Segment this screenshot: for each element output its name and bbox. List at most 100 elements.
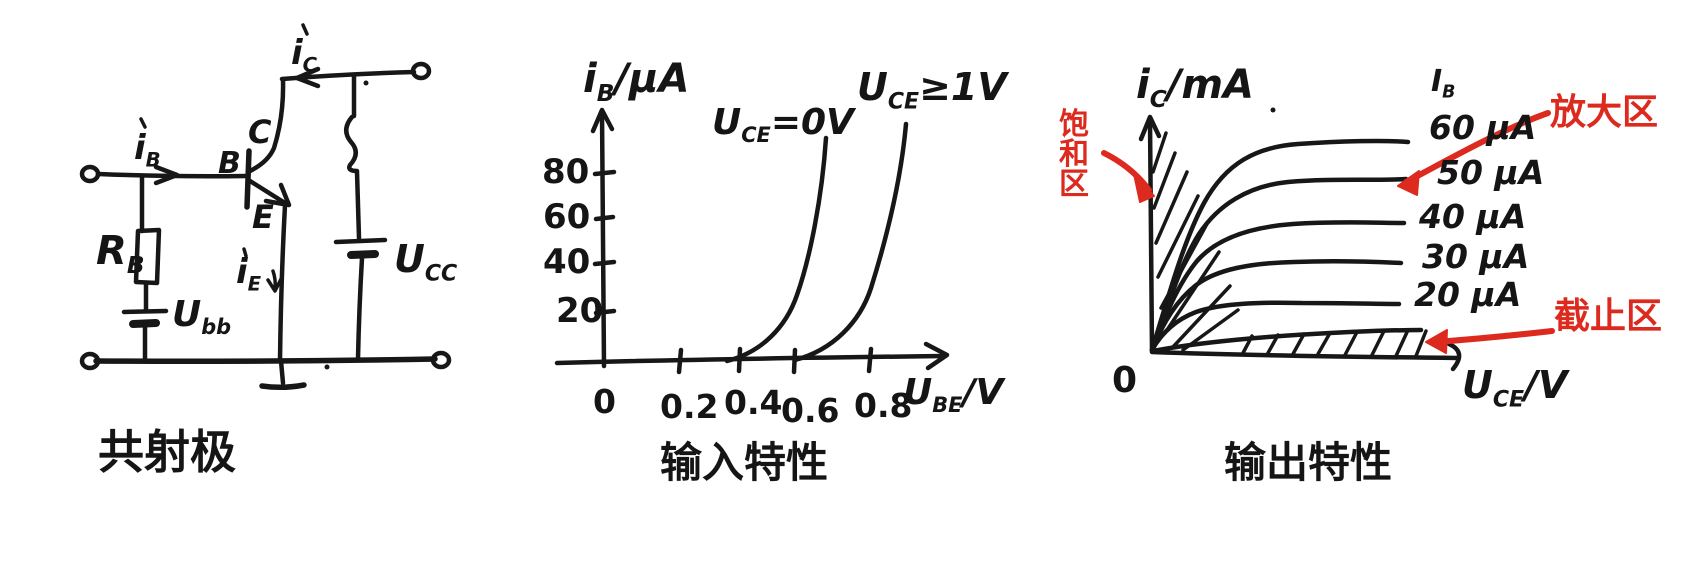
curve-uce1-label: UCE≥1V [857,65,1007,115]
saturation-hatch-stroke [1159,220,1210,310]
cutoff-arrowhead-icon [1425,329,1448,354]
input-y-axis-label: iB/μA [583,56,690,107]
curve-uce-0v [724,135,829,364]
curve-ib-60ua [1149,138,1411,353]
amplification-region-label: 放大区 [1550,92,1659,133]
stray-dot [1270,107,1276,113]
stray-dot [363,80,369,86]
cutoff-region-label: 截止区 [1554,296,1663,337]
bottom-rail [93,356,438,364]
curve-uce0-label: UCE=0V [712,102,854,147]
red-annotations [1101,110,1555,354]
output-y-axis-arrow-icon [1138,114,1162,142]
y-tick-80 [592,169,617,177]
output-y-axis-label: iC/mA [1136,62,1254,113]
emitter-wire [247,178,288,206]
y-tick-60 [593,214,616,222]
curve-label-50ua: 50 μA [1437,153,1545,192]
circuit-title: 共射极 [98,425,236,479]
emitter-terminal-label: E [252,198,274,236]
cutoff-hatch-stroke [1241,334,1254,355]
saturation-hatch-stroke [1152,151,1177,210]
ubb-battery-short-plate [129,319,160,328]
ic-accent-tick [301,23,309,36]
cutoff-hatch-stroke [1343,330,1359,357]
rb-resistor-label: RB [96,228,145,279]
ground-bar-icon [259,382,307,391]
curve-ib-30ua [1149,258,1404,353]
ucc-mid-wire [354,169,362,241]
x-tick-04 [736,346,743,374]
ubb-battery-long-plate [121,308,169,315]
curve-uce-ge1v [792,121,909,363]
y-tick-40 [592,259,617,267]
input-chart-title: 输入特性 [660,438,829,487]
rb-resistor-icon [133,227,162,286]
ucc-source-label: UCC [394,237,458,287]
x-tick-label-0: 0 [593,382,616,421]
saturation-hatch-stroke [1154,170,1189,245]
amplification-arrow [1403,110,1551,185]
x-tick-label-02: 0.2 [660,387,719,426]
curve-ib-0 [1150,327,1424,354]
saturation-region-label: 饱和区 [1059,107,1089,202]
x-tick-label-08: 0.8 [854,386,913,425]
input-x-axis [554,353,946,366]
ucc-squiggle [344,114,360,174]
cutoff-arrow [1433,328,1555,345]
curve-label-60ua: 60 μA [1429,108,1537,147]
cutoff-hatch-stroke [1291,332,1306,356]
saturation-hatch-stroke [1151,131,1168,174]
ib-arrow-icon [153,164,180,186]
output-y-axis [1147,117,1155,354]
cutoff-hatch-stroke [1266,333,1280,355]
curve-ib-20ua [1149,300,1402,353]
ic-current-label: iC [291,33,318,77]
ucc-bottom-wire [355,255,365,362]
x-tick-label-04: 0.4 [724,383,783,422]
curve-label-20ua: 20 μA [1414,275,1522,314]
saturation-arrowhead-icon [1133,173,1155,203]
ib-family-label: IB [1431,64,1456,103]
ie-accent-tick [242,247,248,258]
y-tick-label-40: 40 [543,242,591,282]
collector-terminal-icon [410,61,432,81]
input-x-axis-arrow-icon [923,341,950,371]
transistor-base-bar [244,148,252,210]
input-y-axis [599,109,607,369]
input-ground-terminal-icon [79,351,101,371]
output-chart-drawing [1138,107,1462,372]
saturation-hatch-stroke [1156,194,1200,279]
output-x-axis [1149,349,1461,361]
ucc-battery-short-plate [347,250,379,259]
curve-ib-50ua [1149,176,1409,353]
output-x-axis-arrow-icon [1446,341,1462,372]
ubb-source-label: Ubb [172,294,232,339]
y-tick-20 [593,308,617,316]
ib-current-label: iB [134,128,161,172]
base-terminal-label: B [218,146,241,181]
curve-ib-40ua [1149,220,1407,353]
cutoff-hatch-stroke [1394,328,1410,358]
curve-label-30ua: 30 μA [1422,237,1530,276]
ib-accent-tick [139,117,147,129]
output-chart-title: 输出特性 [1224,438,1393,487]
x-tick-02 [676,347,684,375]
y-tick-label-80: 80 [542,152,590,192]
y-tick-label-60: 60 [543,197,591,237]
input-chart-drawing [554,107,950,375]
cutoff-hatch-stroke [1414,329,1428,358]
ground-stub [278,358,286,386]
saturation-hatch-stroke [1181,308,1240,352]
x-tick-label-06: 0.6 [781,391,840,430]
output-origin-label: 0 [1112,360,1138,401]
ucc-battery-long-plate [333,237,388,245]
output-ground-terminal-icon [430,350,452,370]
cutoff-hatch-stroke [1370,329,1386,357]
output-x-axis-label: UCE/V [1462,363,1568,413]
input-x-axis-label: UBE/V [903,372,1004,417]
saturation-hatch-stroke [1170,284,1232,350]
collector-terminal-label: C [248,113,272,151]
